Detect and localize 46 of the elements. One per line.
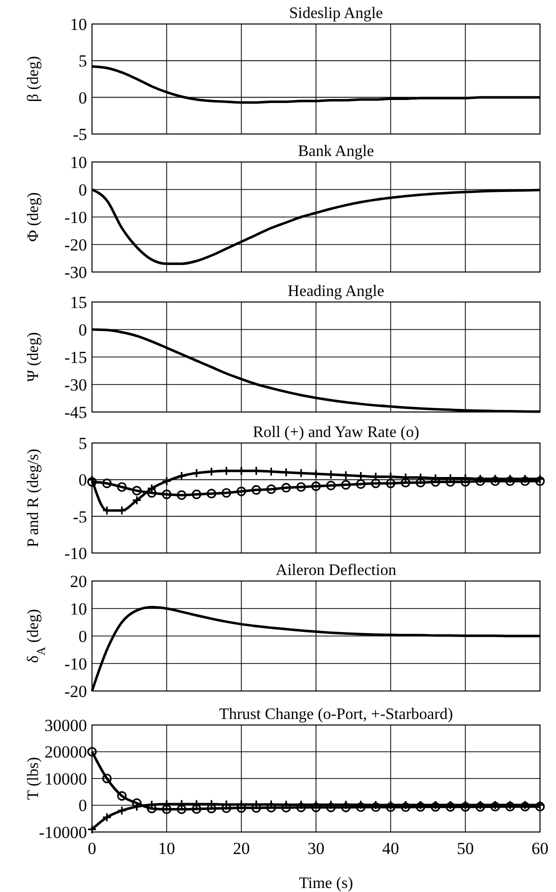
chart-title: Bank Angle [298,143,374,160]
x-axis-title: Time (s) [298,875,354,892]
y-tick-label: 0 [78,470,87,490]
y-tick-label: 5 [78,434,87,453]
y-tick-label: -10 [64,544,87,563]
y-tick-label: -5 [72,124,87,144]
y-axis-title: T (lbs) [25,757,42,800]
y-tick-label: 0 [78,88,87,108]
y-tick-label: 20 [70,572,87,591]
y-axis-title: β (deg) [25,56,42,102]
y-tick-label: 10 [70,14,87,34]
x-tick-label: 60 [532,839,548,858]
y-tick-label: -45 [64,402,87,422]
y-tick-label: 10 [70,152,87,172]
y-tick-label: 0 [78,626,87,646]
y-tick-label: 0 [78,180,87,200]
y-tick-label: -10 [64,654,87,674]
y-axis-title: Φ (deg) [25,192,42,242]
x-tick-label: 10 [158,839,176,858]
x-tick-label: 20 [232,839,250,858]
y-tick-label: -20 [64,682,87,701]
y-axis-title: Ψ (deg) [25,332,42,382]
y-tick-label: -5 [72,507,87,526]
y-axis-title: P and R (deg/s) [25,448,42,548]
x-tick-label: 50 [456,839,474,858]
chart-title: Thrust Change (o-Port, +-Starboard) [219,706,453,723]
y-tick-label: 15 [70,292,87,312]
y-tick-label: 10 [70,599,87,618]
y-tick-label: -10 [64,208,87,227]
y-tick-label: 0 [78,796,87,816]
chart-title: Heading Angle [288,283,384,300]
chart-title: Roll (+) and Yaw Rate (o) [252,424,420,441]
y-tick-label: 30000 [44,716,87,735]
chart-title: Sideslip Angle [289,5,383,22]
y-tick-label: -30 [64,262,87,282]
y-tick-label: -30 [64,375,87,394]
y-tick-label: -15 [64,348,87,367]
y-tick-label: 5 [78,52,87,71]
y-tick-label: 20000 [44,742,87,762]
x-tick-label: 40 [382,839,400,858]
y-tick-label: 0 [78,320,87,340]
y-tick-label: -10000 [38,822,87,842]
y-tick-label: -20 [64,235,87,254]
x-tick-label: 30 [308,839,324,858]
chart-title: Aileron Deflection [276,562,396,579]
y-tick-label: 10000 [44,769,87,788]
